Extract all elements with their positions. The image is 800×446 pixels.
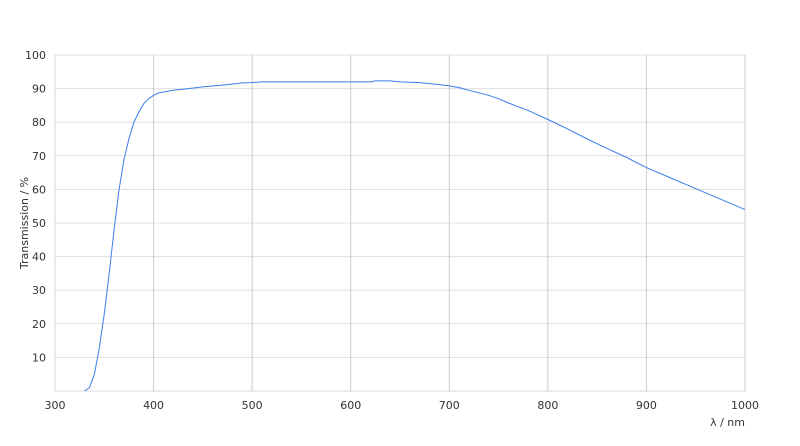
- y-tick-label: 70: [32, 150, 46, 163]
- x-tick-label: 300: [45, 399, 66, 412]
- x-tick-label: 900: [636, 399, 657, 412]
- grid: [54, 54, 746, 392]
- y-tick-label: 80: [32, 116, 46, 129]
- x-tick-label: 700: [439, 399, 460, 412]
- x-tick-label: 500: [242, 399, 263, 412]
- y-tick-label: 20: [32, 318, 46, 331]
- y-tick-label: 30: [32, 284, 46, 297]
- x-tick-label: 800: [537, 399, 558, 412]
- y-tick-label: 60: [32, 183, 46, 196]
- y-tick-label: 90: [32, 83, 46, 96]
- x-axis-label: λ / nm: [710, 416, 745, 429]
- series-line: [84, 80, 746, 392]
- y-tick-label: 50: [32, 217, 46, 230]
- x-tick-label: 400: [143, 399, 164, 412]
- x-tick-label: 600: [340, 399, 361, 412]
- y-tick-label: 40: [32, 251, 46, 264]
- y-tick-label: 100: [25, 49, 46, 62]
- y-tick-label: 10: [32, 351, 46, 364]
- x-tick-label: 1000: [731, 399, 759, 412]
- tick-labels: 10 20 30 40 50 60 70 80 90 100 300 400 500 600 700 800 9…: [25, 49, 759, 412]
- y-axis-label: Transmission / %: [18, 177, 31, 270]
